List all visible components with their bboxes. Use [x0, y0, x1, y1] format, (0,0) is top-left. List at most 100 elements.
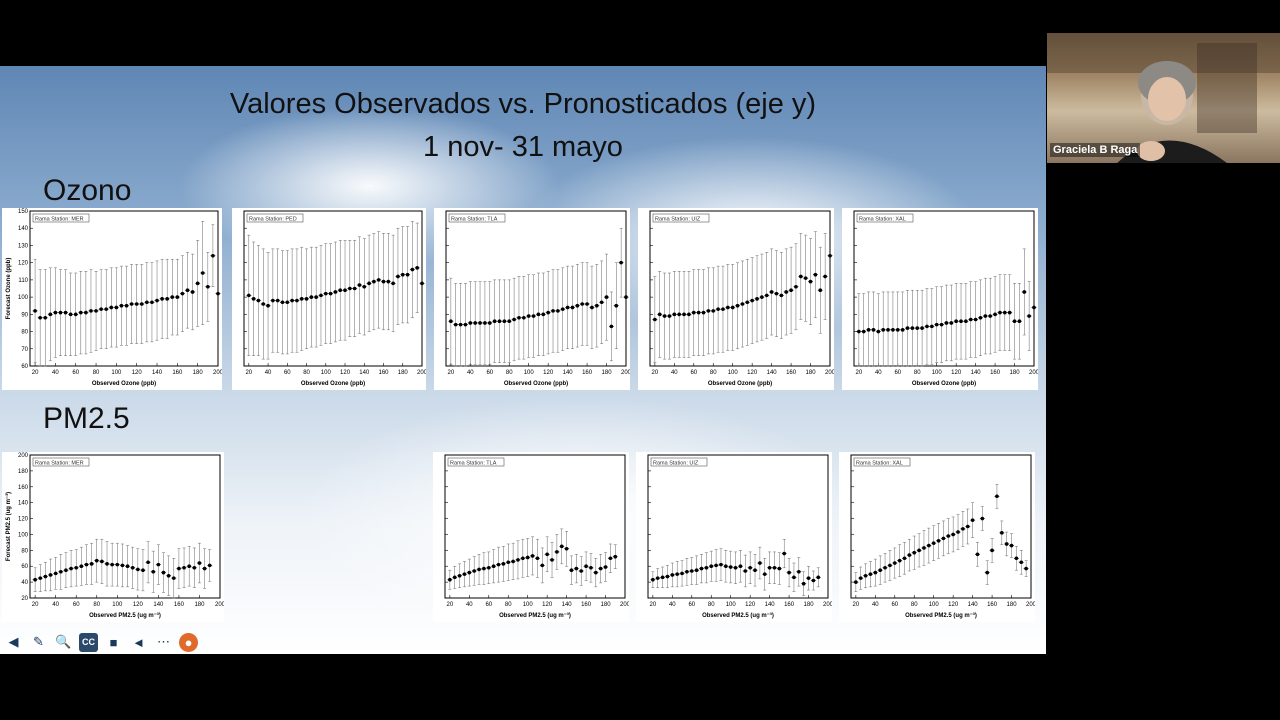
data-point — [706, 309, 711, 313]
x-tick-label: 20 — [32, 370, 39, 376]
y-tick-label: 180 — [18, 469, 29, 475]
data-point — [109, 305, 114, 310]
data-point — [211, 253, 215, 258]
data-point — [687, 312, 691, 317]
back-arrow-icon[interactable]: ◀ — [8, 634, 19, 649]
data-point — [1014, 556, 1019, 561]
participant-video[interactable]: Graciela B Raga — [1047, 33, 1280, 163]
data-point — [704, 566, 709, 570]
plot-frame — [29, 454, 221, 599]
data-point — [376, 278, 381, 282]
data-point — [59, 569, 63, 574]
presentation-toolbar: ◀ ✎ 🔍 CC ■ ◄ ⋯ ● — [0, 631, 1046, 653]
data-point — [110, 562, 114, 567]
data-point — [565, 305, 570, 310]
data-point — [613, 554, 618, 559]
data-point — [716, 307, 720, 311]
data-point — [662, 314, 667, 318]
data-point — [939, 322, 944, 327]
data-point — [502, 319, 507, 324]
y-axis-label: Forecast Ozone (ppb) — [6, 258, 12, 320]
data-point — [1022, 290, 1027, 294]
plot-frame — [850, 454, 1032, 599]
audio-icon[interactable]: ◄ — [132, 634, 145, 650]
x-tick-label: 20 — [447, 602, 454, 608]
data-point — [522, 315, 526, 320]
plot-frame — [647, 454, 829, 599]
data-point — [367, 281, 371, 286]
x-axis-label: Observed Ozone (ppb) — [301, 381, 365, 387]
slide-title-line2: 1 nov- 31 mayo — [423, 131, 623, 163]
data-point — [319, 293, 323, 298]
x-tick-label: 140 — [767, 370, 778, 376]
data-point — [675, 572, 679, 576]
participant-name: Graciela B Raga — [1050, 143, 1141, 157]
x-tick-label: 200 — [825, 370, 834, 376]
chart-svg: Rama Station: MER 20 40 60 80 100 120 140 160 180… — [6, 209, 222, 387]
x-tick-label: 60 — [72, 370, 79, 376]
data-point — [570, 305, 575, 310]
data-point — [119, 303, 124, 308]
data-point — [907, 553, 912, 557]
data-point — [155, 298, 159, 303]
x-tick-label: 120 — [132, 370, 143, 376]
data-point — [988, 314, 993, 318]
data-point — [801, 581, 806, 586]
data-point — [1019, 560, 1024, 565]
data-point — [206, 284, 210, 289]
data-point — [655, 576, 660, 580]
data-point — [58, 310, 63, 315]
data-point — [927, 543, 931, 548]
data-point — [806, 576, 811, 580]
data-point — [949, 321, 954, 325]
record-icon[interactable]: ● — [179, 632, 198, 652]
data-point — [545, 552, 549, 557]
x-tick-label: 140 — [968, 602, 979, 608]
data-point — [580, 302, 585, 306]
data-point — [709, 564, 714, 569]
captions-button[interactable]: CC — [79, 632, 98, 652]
data-point — [551, 309, 555, 313]
data-point — [261, 302, 266, 306]
chart-svg: Rama Station: MER 20 40 60 80 100 120 140 160 180… — [5, 453, 224, 619]
data-point — [280, 300, 285, 305]
station-label-box — [447, 457, 505, 467]
data-point — [84, 310, 88, 315]
data-point — [624, 295, 628, 299]
data-point — [1000, 531, 1004, 535]
data-point — [166, 573, 171, 578]
data-point — [69, 566, 73, 571]
data-point — [726, 305, 730, 310]
data-point — [973, 317, 978, 322]
x-tick-label: 100 — [523, 602, 534, 608]
x-tick-label: 60 — [690, 370, 697, 376]
data-point — [207, 563, 212, 568]
data-point — [130, 566, 135, 570]
zoom-icon[interactable]: 🔍 — [55, 634, 72, 649]
screen-icon[interactable]: ■ — [109, 634, 118, 650]
x-tick-label: 120 — [542, 602, 553, 608]
data-point — [920, 326, 924, 330]
data-point — [784, 290, 789, 294]
data-point — [857, 329, 861, 334]
data-point — [925, 324, 929, 329]
x-tick-label: 100 — [726, 602, 737, 608]
chart-panel: Rama Station: UIZ 20 40 60 80 100 120 140 160 180… — [638, 208, 834, 390]
x-tick-label: 120 — [747, 370, 758, 376]
data-point — [124, 303, 129, 308]
data-point — [415, 266, 419, 270]
data-point — [1024, 566, 1028, 571]
data-point — [787, 570, 791, 575]
presentation-slide: Valores Observados vs. Pronosticados (ej… — [0, 66, 1046, 654]
x-tick-label: 80 — [505, 602, 512, 608]
data-point — [888, 563, 892, 568]
data-point — [609, 324, 614, 329]
data-point — [816, 575, 821, 580]
data-point — [680, 571, 684, 576]
x-axis-label: Observed Ozone (ppb) — [912, 381, 976, 387]
x-axis-label: Observed Ozone (ppb) — [504, 381, 568, 387]
x-tick-label: 200 — [1026, 602, 1035, 608]
data-point — [774, 291, 779, 296]
more-options-icon[interactable]: ⋯ — [157, 634, 170, 649]
pen-icon[interactable]: ✎ — [33, 634, 44, 649]
